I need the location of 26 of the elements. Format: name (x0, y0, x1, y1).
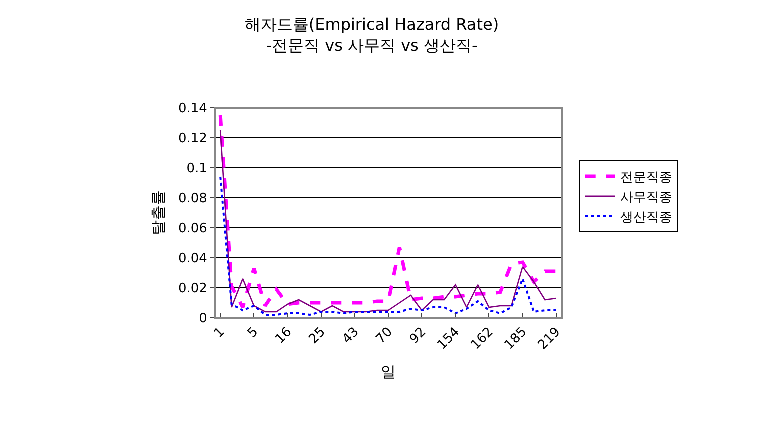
x-tick-label: 43 (340, 324, 362, 348)
y-tick-label: 0.02 (178, 282, 208, 297)
x-tick-label: 162 (468, 324, 497, 354)
y-tick-label: 0.06 (178, 222, 208, 237)
y-tick-label: 0.1 (186, 162, 208, 177)
x-tick-label: 1 (212, 324, 228, 342)
x-tick-label: 219 (536, 324, 564, 354)
y-tick-label: 0.14 (178, 102, 208, 117)
y-tick-label: 0 (199, 312, 208, 327)
x-tick-label: 16 (272, 324, 296, 348)
x-tick-label: 92 (407, 324, 430, 348)
chart-title: 해자드률(Empirical Hazard Rate) -전문직 vs 사무직 vs 생산직- (244, 15, 500, 56)
x-tick-label: 154 (434, 324, 464, 354)
legend-label: 사무직종 (620, 190, 672, 206)
legend-label: 전문직종 (620, 170, 672, 186)
legend-label: 생산직종 (620, 210, 672, 226)
x-tick-label: 5 (245, 324, 262, 342)
y-tick-label: 0.12 (178, 132, 208, 147)
x-tick-label: 185 (502, 324, 530, 354)
x-tick-label: 25 (306, 324, 329, 348)
y-tick-label: 0.08 (178, 192, 208, 207)
y-axis-title: 탈출률 (150, 190, 168, 236)
x-tick-label: 70 (374, 324, 396, 348)
line-series (220, 176, 558, 316)
x-axis-title: 일 (381, 363, 396, 382)
y-tick-label: 0.04 (178, 252, 208, 267)
